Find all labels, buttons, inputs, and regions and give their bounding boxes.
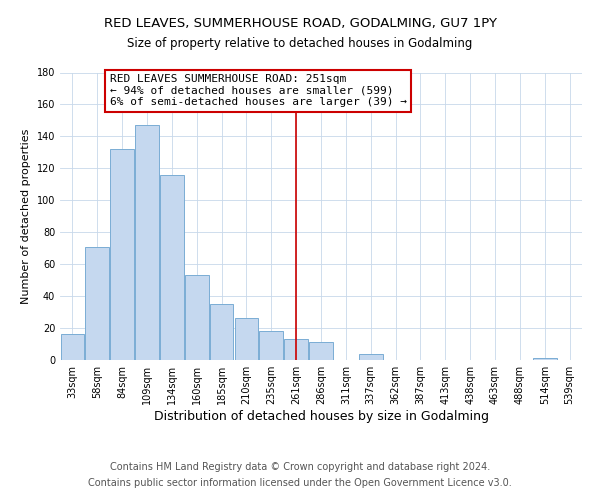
Bar [533, 358, 557, 360]
Bar [359, 354, 383, 360]
Bar [185, 276, 209, 360]
Bar [160, 174, 184, 360]
Text: RED LEAVES SUMMERHOUSE ROAD: 251sqm
← 94% of detached houses are smaller (599)
6: RED LEAVES SUMMERHOUSE ROAD: 251sqm ← 94… [110, 74, 407, 108]
Text: RED LEAVES, SUMMERHOUSE ROAD, GODALMING, GU7 1PY: RED LEAVES, SUMMERHOUSE ROAD, GODALMING,… [104, 18, 497, 30]
Bar [110, 149, 134, 360]
Bar [135, 125, 159, 360]
Text: Contains public sector information licensed under the Open Government Licence v3: Contains public sector information licen… [88, 478, 512, 488]
Text: Contains HM Land Registry data © Crown copyright and database right 2024.: Contains HM Land Registry data © Crown c… [110, 462, 490, 472]
Bar [235, 318, 258, 360]
Text: Size of property relative to detached houses in Godalming: Size of property relative to detached ho… [127, 38, 473, 51]
Bar [85, 246, 109, 360]
Y-axis label: Number of detached properties: Number of detached properties [21, 128, 31, 304]
Bar [309, 342, 333, 360]
Bar [210, 304, 233, 360]
Bar [284, 339, 308, 360]
Bar [259, 331, 283, 360]
Bar [61, 334, 84, 360]
X-axis label: Distribution of detached houses by size in Godalming: Distribution of detached houses by size … [154, 410, 488, 423]
